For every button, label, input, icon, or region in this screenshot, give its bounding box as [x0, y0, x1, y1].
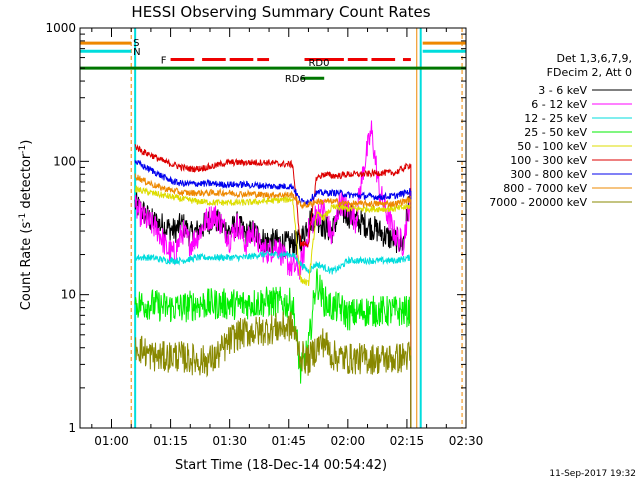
legend-label-8: 7000 - 20000 keV	[489, 196, 587, 209]
series-line-3	[134, 268, 412, 384]
legend-label-4: 50 - 100 keV	[517, 140, 587, 153]
legend-label-3: 25 - 50 keV	[524, 126, 587, 139]
flag-label-s: S	[133, 38, 139, 49]
legend-label-0: 3 - 6 keV	[538, 84, 587, 97]
legend-label-2: 12 - 25 keV	[524, 112, 587, 125]
series-line-8	[135, 311, 412, 378]
legend-header-0: Det 1,3,6,7,9,	[556, 52, 632, 65]
flag-label-f: F	[161, 56, 167, 67]
legend-label-6: 300 - 800 keV	[510, 168, 587, 181]
x-tick-label-0: 01:00	[94, 434, 129, 448]
series-line-0	[134, 191, 412, 258]
y-tick-label-3: 1000	[45, 21, 76, 35]
legend-header-1: FDecim 2, Att 0	[547, 66, 632, 79]
x-tick-label-1: 01:15	[153, 434, 188, 448]
y-tick-label-0: 1	[68, 421, 76, 435]
series-line-6	[134, 159, 411, 206]
y-tick-label-1: 10	[61, 288, 76, 302]
legend-label-1: 6 - 12 keV	[531, 98, 587, 111]
x-tick-label-3: 01:45	[271, 434, 306, 448]
x-tick-label-6: 02:30	[449, 434, 484, 448]
y-tick-label-2: 100	[53, 154, 76, 168]
x-tick-label-4: 02:00	[331, 434, 366, 448]
x-tick-label-5: 02:15	[390, 434, 425, 448]
series-line-2	[134, 250, 412, 275]
chart-title: HESSI Observing Summary Count Rates	[131, 3, 430, 21]
x-axis-label: Start Time (18-Dec-14 00:54:42)	[175, 458, 387, 473]
footer-timestamp: 11-Sep-2017 19:32	[549, 469, 636, 479]
x-tick-label-2: 01:30	[212, 434, 247, 448]
series-line-7	[134, 173, 412, 210]
legend-label-5: 100 - 300 keV	[510, 154, 587, 167]
plot-frame	[79, 27, 467, 429]
series-8	[135, 311, 412, 428]
flag-label-n: N	[133, 47, 140, 58]
y-axis-label: Count Rate (s-1 detector-1)	[18, 140, 34, 311]
series-line-5	[134, 144, 411, 248]
legend-label-7: 800 - 7000 keV	[503, 182, 587, 195]
flag-label-rd6: RD6	[285, 74, 306, 85]
flag-label-rd0: RD0	[308, 58, 329, 69]
series-line-4	[134, 185, 412, 287]
series-line-1	[134, 120, 412, 280]
